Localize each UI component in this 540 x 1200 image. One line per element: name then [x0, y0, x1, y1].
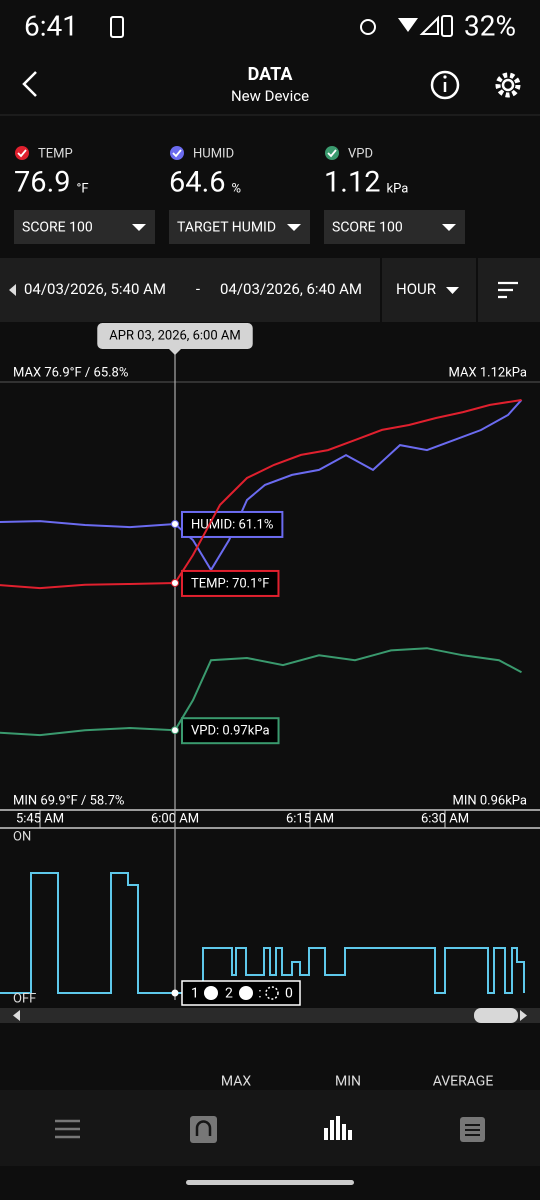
series-line [0, 399, 522, 590]
notif-icon [110, 16, 124, 38]
metric-check [170, 146, 184, 160]
count-heat: 1 [191, 986, 199, 1002]
metric-dropdown[interactable] [169, 210, 310, 244]
scroll-right[interactable] [520, 1010, 527, 1021]
metric-label: HUMID [193, 146, 234, 161]
wifi-icon [398, 18, 418, 32]
metric-label: VPD [348, 146, 373, 161]
x-tick-label: 6:15 AM [286, 811, 334, 826]
range-end[interactable]: 04/03/2026, 6:40 AM [220, 280, 362, 298]
settings-hub [501, 78, 515, 92]
metric-dropdown[interactable] [324, 210, 465, 244]
count-fan: 0 [285, 986, 293, 1002]
callout-box [181, 569, 280, 597]
status-on: ON [13, 829, 31, 844]
bottom-nav [0, 1090, 540, 1166]
x-tick-label: 6:30 AM [421, 811, 469, 826]
scroll-thumb[interactable] [474, 1008, 518, 1023]
scrollbar[interactable] [0, 1008, 540, 1023]
max-label: MAX 76.9°F / 65.8% [13, 365, 128, 380]
min-label: MIN 69.9°F / 58.7% [13, 793, 124, 808]
settings-button[interactable] [495, 72, 521, 98]
metrics: TEMP 76.9 °F SCORE 100 HUMID 64.6 % TARGET HUMI… [14, 146, 465, 244]
stats-column: MAX [221, 1074, 251, 1090]
metric-dropdown[interactable] [14, 210, 155, 244]
stats-column: AVERAGE [433, 1074, 494, 1090]
clock: 6:41 [24, 9, 78, 42]
fan-icon [265, 986, 279, 1000]
heat-icon [204, 986, 218, 1000]
series-line [0, 647, 522, 737]
tooltip-pointer [169, 349, 181, 355]
metric-value: 64.6 [169, 166, 226, 200]
sort-button[interactable] [498, 281, 518, 299]
stats-header: MAX MIN AVERAGE [221, 1074, 493, 1090]
dropdown-arrow [287, 224, 301, 231]
info-dot [443, 75, 447, 79]
info-button[interactable] [430, 70, 460, 100]
nav-log-glyph [465, 1124, 480, 1136]
metric-check-glyph [172, 149, 182, 158]
cursor-tooltip: APR 03, 2026, 6:00 AM [109, 328, 240, 343]
chart: MAX 76.9°F / 65.8% MAX 1.12kPa MIN 69.9°F … [0, 323, 540, 1000]
header-subtitle: New Device [231, 87, 309, 105]
scroll-left[interactable] [13, 1010, 20, 1021]
metric-unit: °F [77, 181, 89, 196]
callout-label: HUMID: 61.1% [191, 517, 273, 532]
status-off: OFF [13, 991, 36, 1006]
humid-icon [239, 986, 253, 1000]
battery-icon [441, 15, 453, 37]
range-prev[interactable] [9, 284, 16, 296]
alarm-icon [360, 19, 376, 35]
max-label: MAX 1.12kPa [449, 365, 527, 380]
min-label: MIN 0.96kPa [452, 793, 527, 808]
cursor-point [171, 519, 179, 528]
stats-column: MIN [335, 1074, 361, 1090]
tooltip-box [97, 323, 253, 349]
metric-check-glyph [17, 149, 27, 158]
metric-unit: % [232, 181, 242, 196]
callout-box [181, 717, 280, 745]
nav-device-glyph [195, 1120, 212, 1136]
metric-label: TEMP [38, 146, 73, 161]
metric-check [15, 146, 29, 160]
dropdown-arrow [446, 287, 459, 294]
header-title: DATA [248, 64, 294, 85]
series-line [0, 399, 523, 572]
metric-check-glyph [327, 149, 337, 158]
metric-dropdown-label: TARGET HUMID [177, 220, 276, 236]
metric-dropdown-label: SCORE 100 [332, 220, 403, 236]
metric-dropdown-label: SCORE 100 [22, 220, 93, 236]
dropdown-arrow [132, 224, 146, 231]
x-tick-label: 5:45 AM [16, 811, 64, 826]
metric-value: 76.9 [14, 166, 71, 200]
callout-label: TEMP: 70.1°F [191, 576, 269, 591]
metric-value: 1.12 [324, 166, 381, 200]
metric-check [325, 146, 339, 160]
range-start[interactable]: 04/03/2026, 5:40 AM [24, 280, 166, 298]
nav-data[interactable] [324, 1116, 352, 1140]
back-button[interactable] [22, 71, 37, 97]
cursor-point [171, 726, 179, 735]
count-humid: 2 [225, 986, 233, 1002]
callout-label: VPD: 0.97kPa [191, 724, 270, 739]
status-cursor-dot [171, 989, 179, 997]
interval-dropdown[interactable]: HOUR [396, 280, 436, 298]
colon: : [258, 986, 261, 1002]
nav-device[interactable] [190, 1116, 217, 1143]
signal-icon [419, 15, 439, 35]
equipment-status [0, 872, 525, 994]
home-indicator [186, 1180, 354, 1185]
battery: 32% [464, 9, 516, 42]
range-separator: - [196, 280, 200, 298]
nav-controls[interactable] [55, 1119, 80, 1139]
callout-box [181, 510, 284, 538]
dropdown-arrow [442, 224, 456, 231]
metric-unit: kPa [387, 181, 409, 196]
cursor-point [171, 578, 179, 587]
